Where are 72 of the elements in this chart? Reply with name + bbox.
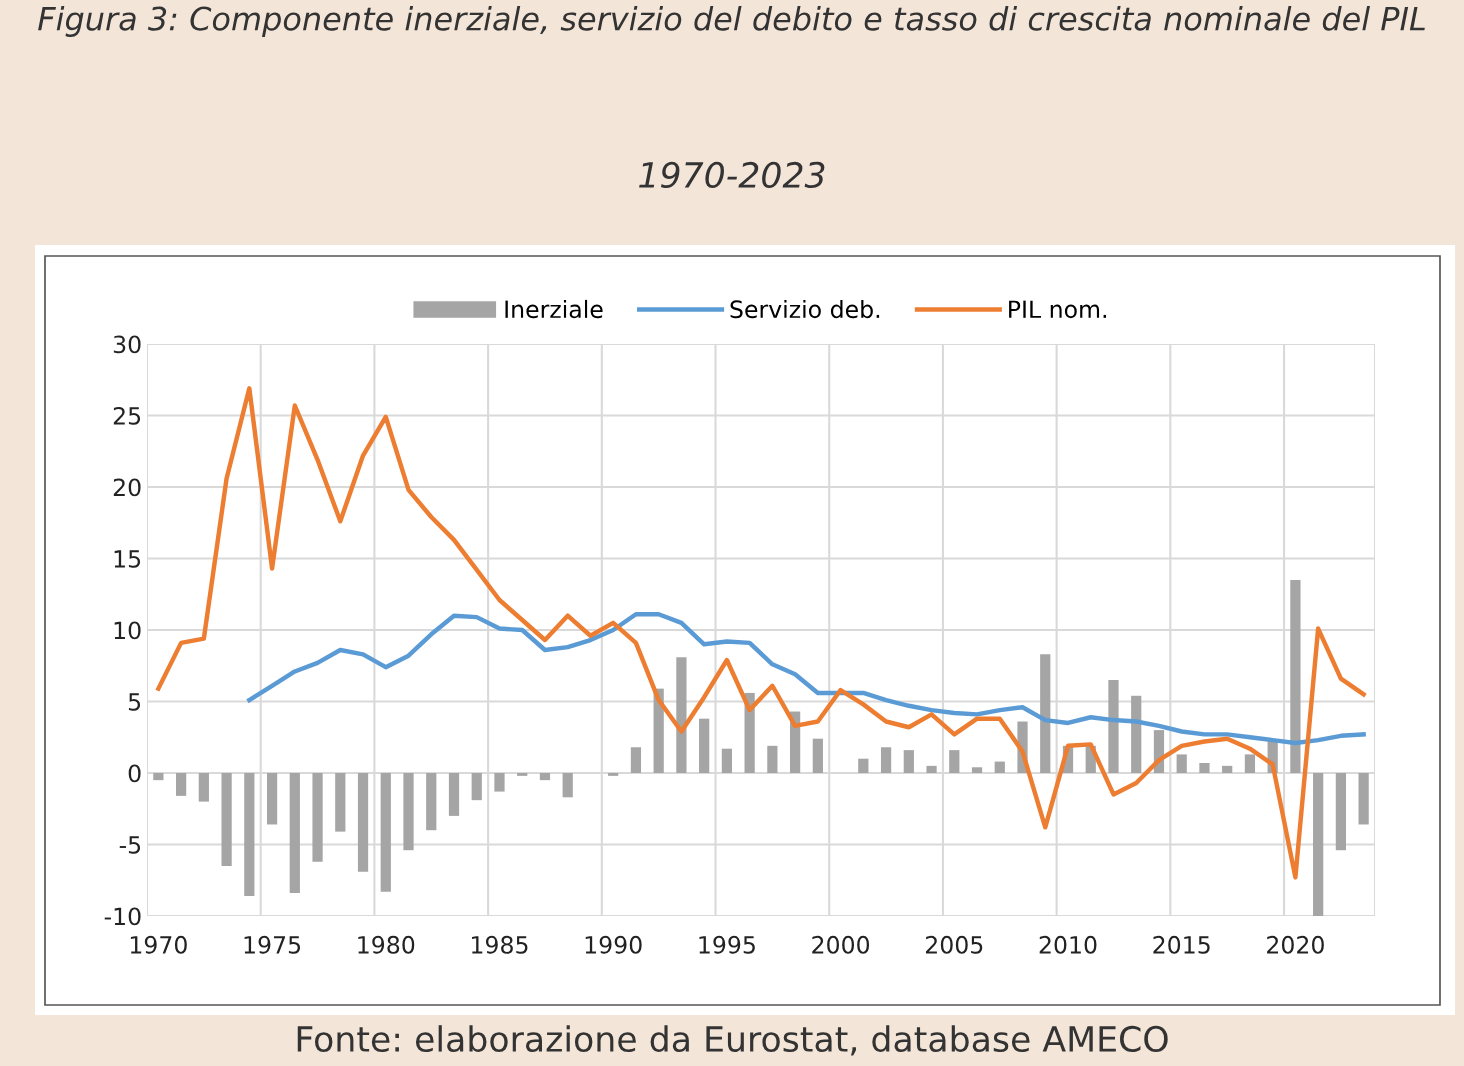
bar — [630, 747, 642, 773]
bar — [357, 773, 369, 872]
x-tick-label: 2020 — [1267, 935, 1324, 954]
y-tick-label: -10 — [104, 907, 141, 926]
bar — [312, 773, 323, 862]
chart-title: Figura 3: Componente inerziale, servizio del debito e tasso di crescita nominale del PIL — [38, 6, 1425, 37]
bar — [1335, 773, 1347, 851]
legend-label: Servizio deb. — [730, 299, 880, 319]
bar — [949, 750, 960, 773]
bar — [380, 773, 391, 892]
line-series — [247, 612, 1366, 746]
y-tick-label: 15 — [114, 550, 141, 568]
bar — [335, 773, 346, 832]
x-tick-label: 1990 — [585, 935, 642, 954]
bar — [767, 745, 778, 773]
bar — [1199, 762, 1210, 773]
bar — [812, 738, 823, 773]
source-note: Fonte: elaborazione da Eurostat, database AMECO — [297, 1025, 1168, 1056]
bar — [699, 718, 710, 773]
bar — [971, 767, 983, 773]
bar — [221, 773, 232, 866]
legend-label: Inerziale — [505, 299, 603, 319]
line-series — [156, 386, 1366, 880]
x-tick-label: 1970 — [130, 935, 187, 954]
bar — [448, 773, 460, 816]
bar — [608, 773, 619, 776]
bar — [198, 773, 209, 802]
bar — [721, 748, 733, 773]
bar — [494, 773, 505, 792]
y-tick-label: -5 — [119, 836, 141, 854]
bar — [539, 773, 551, 781]
y-tick-label: 0 — [128, 764, 141, 783]
bar — [1108, 680, 1119, 773]
x-tick-label: 1980 — [358, 935, 415, 954]
x-tick-label: 1975 — [244, 935, 301, 954]
bar — [994, 761, 1005, 773]
bar — [517, 773, 528, 776]
bar — [1040, 654, 1051, 773]
x-tick-label: 2000 — [812, 935, 870, 954]
bar — [289, 773, 300, 894]
bar — [1176, 754, 1187, 773]
bar — [1358, 773, 1369, 825]
bar — [880, 747, 892, 773]
x-tick-label: 2015 — [1153, 935, 1210, 954]
x-tick-label: 2010 — [1039, 935, 1097, 954]
bar — [471, 773, 482, 801]
bar — [858, 758, 869, 773]
y-tick-label: 20 — [113, 478, 141, 497]
x-tick-label: 1985 — [472, 935, 528, 954]
legend-label: PIL nom. — [1009, 300, 1107, 319]
y-tick-label: 25 — [113, 406, 141, 425]
bar — [244, 773, 255, 896]
x-tick-label: 2005 — [925, 935, 983, 954]
bar — [903, 750, 914, 773]
bar — [926, 765, 937, 773]
y-tick-label: 5 — [128, 693, 141, 711]
x-tick-label: 1995 — [699, 935, 755, 954]
bar — [1222, 765, 1233, 773]
bar — [1313, 773, 1324, 916]
bar — [562, 773, 573, 798]
bar — [1244, 754, 1256, 773]
bar — [676, 657, 687, 773]
y-tick-label: 30 — [113, 335, 141, 354]
bar — [175, 773, 187, 796]
bar — [403, 773, 414, 851]
bar — [1290, 579, 1301, 773]
bar — [1131, 695, 1142, 773]
bar — [266, 773, 278, 825]
bar — [153, 773, 164, 781]
y-tick-label: 10 — [114, 621, 141, 640]
bar — [426, 773, 437, 831]
chart-subtitle: 1970-2023 — [639, 161, 825, 189]
